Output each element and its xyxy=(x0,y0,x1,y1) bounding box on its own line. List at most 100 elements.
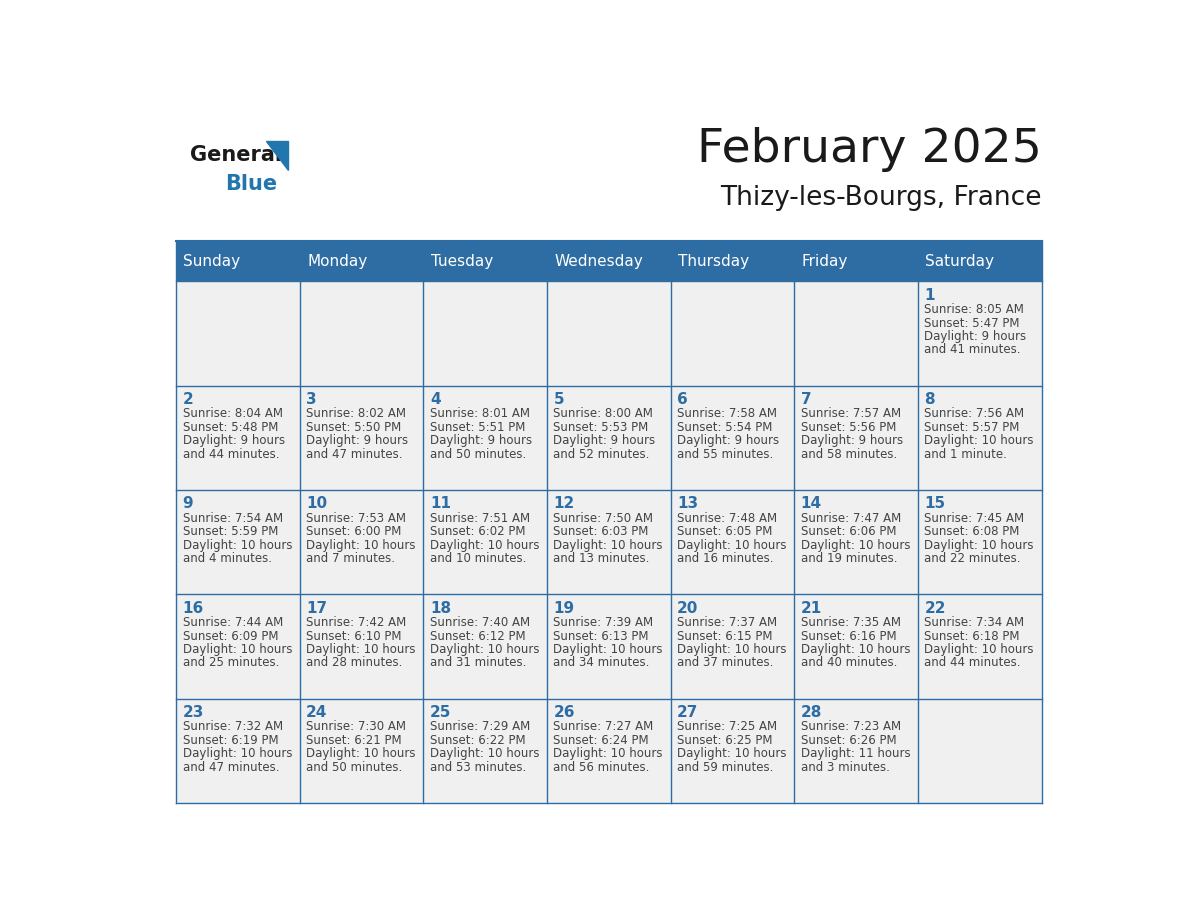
Polygon shape xyxy=(266,141,287,170)
Text: Sunset: 5:54 PM: Sunset: 5:54 PM xyxy=(677,420,772,434)
Text: Sunset: 5:59 PM: Sunset: 5:59 PM xyxy=(183,525,278,538)
Text: Daylight: 10 hours: Daylight: 10 hours xyxy=(801,539,910,552)
Text: 10: 10 xyxy=(307,497,328,511)
Bar xyxy=(795,594,918,699)
Bar xyxy=(546,699,671,803)
Text: 21: 21 xyxy=(801,600,822,616)
Text: Daylight: 10 hours: Daylight: 10 hours xyxy=(554,747,663,760)
Text: Sunset: 6:13 PM: Sunset: 6:13 PM xyxy=(554,630,649,643)
Text: Thursday: Thursday xyxy=(678,253,750,269)
Text: 26: 26 xyxy=(554,705,575,720)
Text: Thizy-les-Bourgs, France: Thizy-les-Bourgs, France xyxy=(720,185,1042,211)
Text: Sunset: 6:24 PM: Sunset: 6:24 PM xyxy=(554,733,649,747)
Text: Sunrise: 7:45 AM: Sunrise: 7:45 AM xyxy=(924,512,1024,525)
Text: 16: 16 xyxy=(183,600,204,616)
Text: and 52 minutes.: and 52 minutes. xyxy=(554,448,650,461)
Text: 23: 23 xyxy=(183,705,204,720)
Bar xyxy=(671,281,795,386)
Text: Sunrise: 8:01 AM: Sunrise: 8:01 AM xyxy=(430,408,530,420)
Bar xyxy=(423,241,546,281)
Bar xyxy=(918,386,1042,490)
Text: 22: 22 xyxy=(924,600,946,616)
Text: Daylight: 10 hours: Daylight: 10 hours xyxy=(677,747,786,760)
Bar xyxy=(299,490,423,594)
Text: 12: 12 xyxy=(554,497,575,511)
Text: Sunrise: 7:40 AM: Sunrise: 7:40 AM xyxy=(430,616,530,629)
Text: Friday: Friday xyxy=(802,253,848,269)
Text: Daylight: 10 hours: Daylight: 10 hours xyxy=(307,643,416,656)
Text: and 53 minutes.: and 53 minutes. xyxy=(430,761,526,774)
Bar xyxy=(176,386,299,490)
Text: 6: 6 xyxy=(677,392,688,407)
Text: Sunset: 6:25 PM: Sunset: 6:25 PM xyxy=(677,733,772,747)
Text: and 16 minutes.: and 16 minutes. xyxy=(677,552,773,565)
Text: Monday: Monday xyxy=(308,253,367,269)
Text: Sunrise: 7:30 AM: Sunrise: 7:30 AM xyxy=(307,721,406,733)
Bar xyxy=(176,594,299,699)
Text: and 37 minutes.: and 37 minutes. xyxy=(677,656,773,669)
Bar xyxy=(176,490,299,594)
Text: 4: 4 xyxy=(430,392,441,407)
Text: Daylight: 10 hours: Daylight: 10 hours xyxy=(430,747,539,760)
Bar xyxy=(299,241,423,281)
Text: Sunrise: 8:04 AM: Sunrise: 8:04 AM xyxy=(183,408,283,420)
Text: 28: 28 xyxy=(801,705,822,720)
Text: and 47 minutes.: and 47 minutes. xyxy=(307,448,403,461)
Text: Sunset: 6:19 PM: Sunset: 6:19 PM xyxy=(183,733,278,747)
Text: Daylight: 10 hours: Daylight: 10 hours xyxy=(307,539,416,552)
Text: Sunset: 5:51 PM: Sunset: 5:51 PM xyxy=(430,420,525,434)
Text: General: General xyxy=(190,145,282,165)
Text: Daylight: 10 hours: Daylight: 10 hours xyxy=(554,539,663,552)
Text: Sunset: 5:47 PM: Sunset: 5:47 PM xyxy=(924,317,1019,330)
Text: Sunset: 6:00 PM: Sunset: 6:00 PM xyxy=(307,525,402,538)
Text: 7: 7 xyxy=(801,392,811,407)
Bar xyxy=(546,281,671,386)
Text: 25: 25 xyxy=(430,705,451,720)
Text: and 31 minutes.: and 31 minutes. xyxy=(430,656,526,669)
Text: Daylight: 9 hours: Daylight: 9 hours xyxy=(801,434,903,447)
Text: 8: 8 xyxy=(924,392,935,407)
Text: 18: 18 xyxy=(430,600,451,616)
Text: Saturday: Saturday xyxy=(925,253,994,269)
Bar xyxy=(671,699,795,803)
Text: Sunrise: 8:05 AM: Sunrise: 8:05 AM xyxy=(924,303,1024,316)
Text: Sunrise: 8:00 AM: Sunrise: 8:00 AM xyxy=(554,408,653,420)
Text: 20: 20 xyxy=(677,600,699,616)
Bar xyxy=(671,386,795,490)
Text: Daylight: 10 hours: Daylight: 10 hours xyxy=(924,434,1034,447)
Text: 15: 15 xyxy=(924,497,946,511)
Text: and 3 minutes.: and 3 minutes. xyxy=(801,761,890,774)
Text: Sunrise: 7:54 AM: Sunrise: 7:54 AM xyxy=(183,512,283,525)
Text: Sunrise: 7:23 AM: Sunrise: 7:23 AM xyxy=(801,721,901,733)
Text: and 22 minutes.: and 22 minutes. xyxy=(924,552,1020,565)
Text: Sunrise: 7:37 AM: Sunrise: 7:37 AM xyxy=(677,616,777,629)
Text: Sunday: Sunday xyxy=(183,253,241,269)
Text: Sunrise: 7:32 AM: Sunrise: 7:32 AM xyxy=(183,721,283,733)
Text: Sunset: 6:18 PM: Sunset: 6:18 PM xyxy=(924,630,1019,643)
Text: 3: 3 xyxy=(307,392,317,407)
Bar xyxy=(671,594,795,699)
Text: Sunrise: 7:51 AM: Sunrise: 7:51 AM xyxy=(430,512,530,525)
Text: and 28 minutes.: and 28 minutes. xyxy=(307,656,403,669)
Text: Sunset: 6:16 PM: Sunset: 6:16 PM xyxy=(801,630,897,643)
Text: Sunrise: 7:25 AM: Sunrise: 7:25 AM xyxy=(677,721,777,733)
Text: Sunset: 5:48 PM: Sunset: 5:48 PM xyxy=(183,420,278,434)
Text: February 2025: February 2025 xyxy=(696,128,1042,173)
Bar xyxy=(423,594,546,699)
Bar xyxy=(423,386,546,490)
Text: Tuesday: Tuesday xyxy=(431,253,493,269)
Text: Sunrise: 7:57 AM: Sunrise: 7:57 AM xyxy=(801,408,901,420)
Bar xyxy=(918,699,1042,803)
Text: Daylight: 10 hours: Daylight: 10 hours xyxy=(183,539,292,552)
Text: and 10 minutes.: and 10 minutes. xyxy=(430,552,526,565)
Text: Daylight: 10 hours: Daylight: 10 hours xyxy=(677,539,786,552)
Text: Daylight: 10 hours: Daylight: 10 hours xyxy=(924,539,1034,552)
Text: Daylight: 10 hours: Daylight: 10 hours xyxy=(801,643,910,656)
Bar xyxy=(299,281,423,386)
Bar xyxy=(671,241,795,281)
Text: Daylight: 10 hours: Daylight: 10 hours xyxy=(924,643,1034,656)
Text: and 44 minutes.: and 44 minutes. xyxy=(183,448,279,461)
Text: and 44 minutes.: and 44 minutes. xyxy=(924,656,1020,669)
Bar xyxy=(918,490,1042,594)
Text: and 7 minutes.: and 7 minutes. xyxy=(307,552,396,565)
